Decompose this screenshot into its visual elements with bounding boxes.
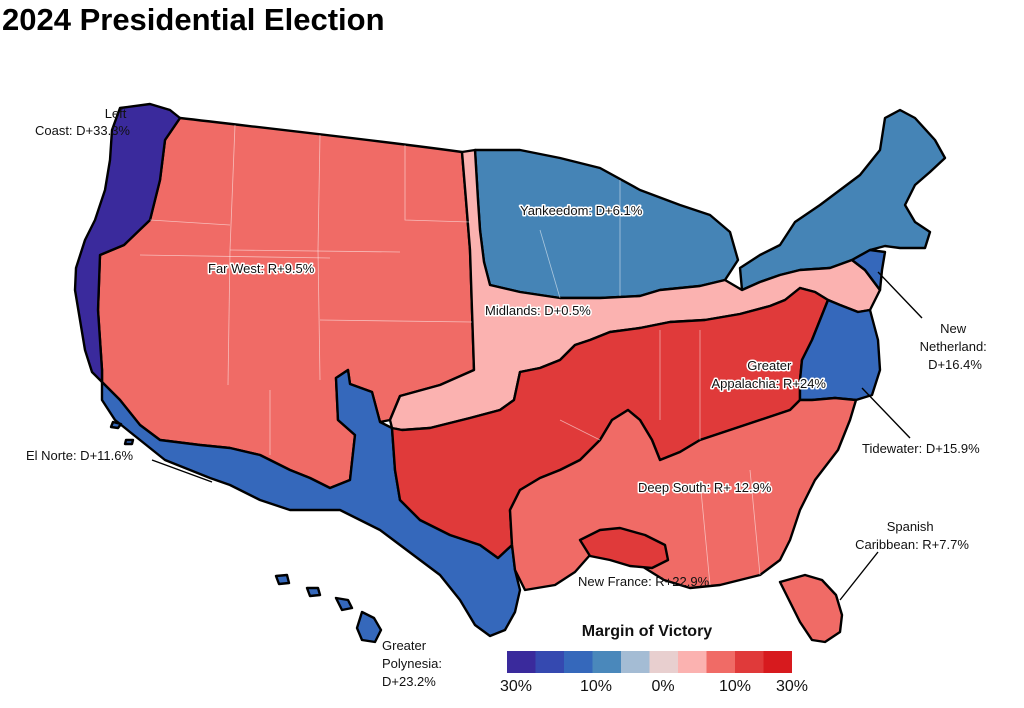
hawaii-island-oahu bbox=[305, 586, 322, 598]
hawaii-island-kauai bbox=[274, 573, 291, 586]
label-deep-south: Deep South: R+ 12.9% bbox=[638, 480, 772, 495]
legend-swatch bbox=[592, 651, 621, 673]
legend-swatch bbox=[678, 651, 707, 673]
legend-tick-label: 0% bbox=[651, 678, 674, 695]
region-el-norte-islands bbox=[109, 420, 135, 446]
legend-tick-label: 30% bbox=[776, 678, 808, 695]
legend-swatch bbox=[535, 651, 564, 673]
page-title: 2024 Presidential Election bbox=[2, 2, 385, 37]
region-new-france[interactable] bbox=[578, 526, 670, 570]
region-new-netherland[interactable] bbox=[850, 248, 887, 292]
label-leader-lines bbox=[151, 271, 923, 601]
legend-ticks: 30% 10% 0% 10% 30% bbox=[500, 678, 808, 695]
channel-island bbox=[123, 438, 135, 446]
region-labels: Left Coast: D+33.3% Far West: R+9.5% Yan… bbox=[26, 106, 991, 689]
label-tidewater: Tidewater: D+15.9% bbox=[862, 441, 980, 456]
region-greater-polynesia-islands[interactable] bbox=[274, 573, 383, 644]
legend-tick-label: 10% bbox=[719, 678, 751, 695]
label-el-norte: El Norte: D+11.6% bbox=[26, 448, 134, 463]
label-far-west: Far West: R+9.5% bbox=[208, 261, 315, 276]
state-boundaries bbox=[139, 124, 761, 586]
legend-tick-label: 30% bbox=[500, 678, 532, 695]
legend-tick-label: 10% bbox=[580, 678, 612, 695]
legend: Margin of Victory 30% 10% 0% 10% 30% bbox=[500, 623, 808, 695]
channel-island bbox=[109, 420, 123, 430]
legend-swatch bbox=[735, 651, 764, 673]
legend-swatch bbox=[706, 651, 735, 673]
legend-swatch bbox=[621, 651, 650, 673]
hawaii-island-big bbox=[355, 610, 383, 644]
label-greater-polynesia: Greater Polynesia: D+23.2% bbox=[382, 638, 446, 689]
legend-swatches bbox=[507, 651, 792, 673]
legend-title: Margin of Victory bbox=[582, 623, 712, 640]
label-left-coast: Left Coast: D+33.3% bbox=[35, 106, 130, 138]
legend-swatch bbox=[564, 651, 593, 673]
label-midlands: Midlands: D+0.5% bbox=[485, 303, 591, 318]
map-regions bbox=[73, 102, 947, 644]
region-yankeedom-midwest[interactable] bbox=[473, 148, 740, 300]
label-yankeedom: Yankeedom: D+6.1% bbox=[520, 203, 643, 218]
legend-swatch bbox=[649, 651, 678, 673]
label-new-france: New France: R+22.9% bbox=[578, 574, 710, 589]
label-greater-appalachia: Greater Appalachia: R+24% bbox=[711, 358, 826, 391]
region-spanish-caribbean[interactable] bbox=[778, 573, 844, 644]
legend-swatch bbox=[507, 651, 536, 673]
label-spanish-caribbean: Spanish Caribbean: R+7.7% bbox=[855, 519, 969, 552]
hawaii-island-maui bbox=[334, 596, 354, 612]
label-new-netherland: New Netherland: D+16.4% bbox=[920, 321, 991, 372]
legend-swatch bbox=[763, 651, 792, 673]
